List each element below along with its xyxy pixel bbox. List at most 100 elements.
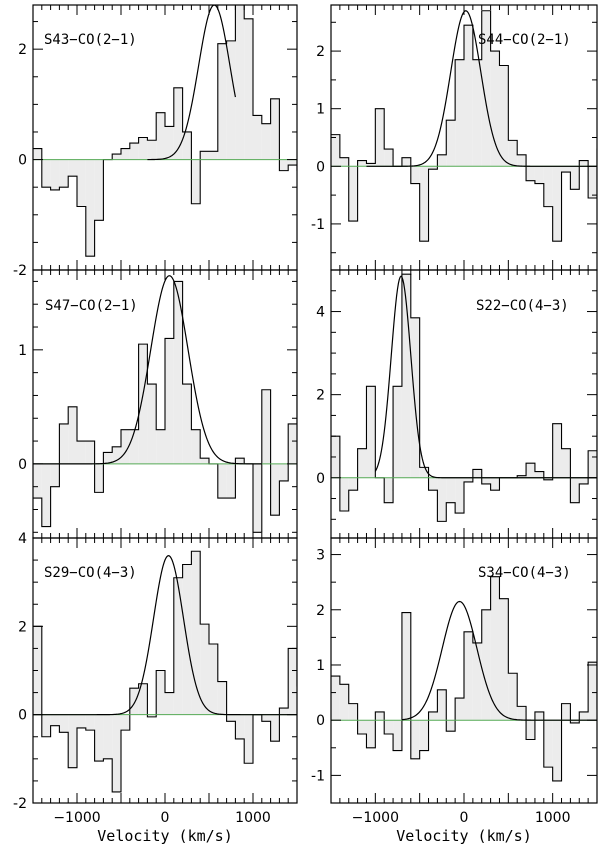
- y-tick-label: 0: [316, 471, 325, 487]
- spectrum-bin: [419, 467, 429, 478]
- spectrum-bin: [428, 166, 438, 170]
- spectrum-bin: [446, 720, 456, 732]
- y-tick-label: 2: [18, 42, 27, 58]
- spectrum-bin: [348, 477, 358, 491]
- spectrum-bin: [297, 686, 306, 715]
- spectrum-bin: [156, 670, 165, 715]
- spectrum-bin: [339, 477, 349, 511]
- y-tick-label: 1: [18, 343, 27, 359]
- spectrum-bin: [270, 714, 280, 742]
- spectrum-bin: [437, 477, 447, 522]
- spectrum-bin: [384, 477, 394, 503]
- spectrum-bin: [552, 720, 562, 781]
- spectrum-bin: [59, 423, 69, 464]
- spectrum-bin: [217, 43, 227, 160]
- spectrum-bin: [339, 157, 349, 167]
- x-tick-label: 0: [161, 810, 170, 826]
- y-tick-label: 0: [316, 159, 325, 175]
- y-tick-label: 0: [18, 153, 27, 169]
- gaussian-fit-curve: [147, 5, 236, 161]
- spectrum-panel-4: 0 2 4 S22−CO(4−3): [316, 269, 598, 539]
- spectrum-bin: [68, 406, 77, 464]
- spectrum-bin: [534, 166, 544, 184]
- spectrum-bin: [357, 160, 367, 167]
- spectrum-bin: [288, 423, 297, 464]
- spectrum-step-line: [331, 10, 597, 242]
- spectrum-bin: [543, 166, 553, 207]
- y-tick-label: 1: [316, 658, 325, 674]
- spectrum-bin: [384, 149, 394, 167]
- spectrum-bin: [33, 148, 42, 160]
- gaussian-fit-curve: [401, 600, 597, 721]
- spectrum-bin: [472, 469, 482, 478]
- spectrum-bin: [570, 477, 580, 503]
- spectrum-bin: [579, 711, 589, 721]
- spectrum-bin: [41, 463, 51, 527]
- spectrum-bin: [253, 115, 262, 160]
- spectrum-bin: [464, 631, 473, 721]
- spectrum-panel-1: -2 0 2 S43−CO(2−1): [13, 4, 315, 279]
- panel-label: S29−CO(4−3): [44, 565, 137, 581]
- spectrum-bin: [366, 163, 376, 167]
- spectrum-bin: [235, 714, 245, 739]
- spectrum-bin: [561, 448, 571, 478]
- y-tick-label: 4: [18, 531, 27, 547]
- spectrum-bin: [85, 159, 95, 257]
- spectrum-step-line: [33, 550, 297, 793]
- spectrum-bin: [94, 463, 104, 493]
- spectrum-step-line: [331, 576, 597, 782]
- spectrum-bin: [279, 159, 289, 171]
- spectrum-bin: [517, 706, 527, 721]
- spectrum-bin: [288, 648, 297, 715]
- spectrum-panel-3: 0 1 S47−CO(2−1): [18, 269, 298, 539]
- spectrum-bin: [261, 123, 271, 160]
- spectrum-bin: [348, 166, 358, 222]
- spectrum-bin: [393, 386, 402, 478]
- y-tick-label: 4: [316, 305, 325, 321]
- spectrum-bin: [357, 448, 367, 478]
- spectrum-bin: [121, 714, 130, 731]
- spectrum-bin: [437, 154, 447, 167]
- spectrum-bin: [401, 612, 411, 721]
- spectrum-bin: [446, 477, 456, 503]
- panel-label: S34−CO(4−3): [478, 565, 571, 581]
- spectrum-bin: [357, 720, 367, 734]
- spectrum-bin: [200, 151, 209, 160]
- spectrum-bin: [588, 662, 597, 721]
- spectrum-bin: [261, 714, 271, 722]
- spectrum-bin: [526, 720, 535, 740]
- spectrum-bin: [348, 703, 358, 721]
- y-tick-label: 2: [316, 603, 325, 619]
- spectrum-panel-2: -1 0 1 2 S44−CO(2−1): [311, 4, 598, 271]
- spectrum-bin: [129, 143, 139, 160]
- spectrum-bin: [508, 140, 518, 167]
- spectrum-bin: [375, 711, 385, 721]
- spectrum-bin: [85, 441, 95, 464]
- spectrum-bin: [579, 477, 589, 484]
- spectrum-bin: [112, 154, 121, 160]
- spectrum-bin: [579, 160, 589, 167]
- spectrum-bin: [59, 714, 69, 733]
- spectrum-bin: [147, 140, 157, 160]
- spectrum-bin: [534, 711, 544, 721]
- spectrum-bin: [200, 624, 209, 715]
- spectrum-bin: [419, 166, 429, 242]
- spectrum-bin: [59, 159, 69, 188]
- spectrum-bin: [68, 159, 77, 177]
- spectrum-bin: [306, 160, 315, 177]
- spectrum-bin: [481, 10, 491, 167]
- spectrum-bin: [419, 720, 429, 751]
- spectrum-bin: [279, 463, 289, 481]
- spectrum-bin: [552, 166, 562, 242]
- spectrum-bin: [112, 446, 121, 464]
- gaussian-fit-curve: [374, 275, 597, 479]
- x-tick-label: −1000: [352, 810, 399, 826]
- spectrum-bin: [331, 134, 340, 167]
- spectrum-bin: [375, 108, 385, 167]
- spectrum-bin: [147, 384, 157, 464]
- spectrum-bin: [85, 714, 95, 731]
- spectrum-bin: [209, 644, 218, 715]
- spectrum-bin: [182, 131, 192, 160]
